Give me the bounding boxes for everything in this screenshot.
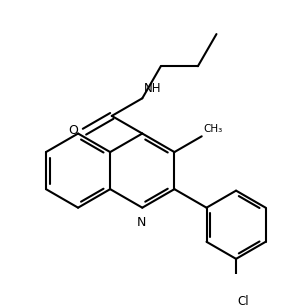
Text: N: N — [137, 216, 146, 229]
Text: NH: NH — [144, 82, 162, 95]
Text: O: O — [68, 124, 78, 137]
Text: Cl: Cl — [238, 295, 249, 308]
Text: CH₃: CH₃ — [204, 124, 223, 135]
